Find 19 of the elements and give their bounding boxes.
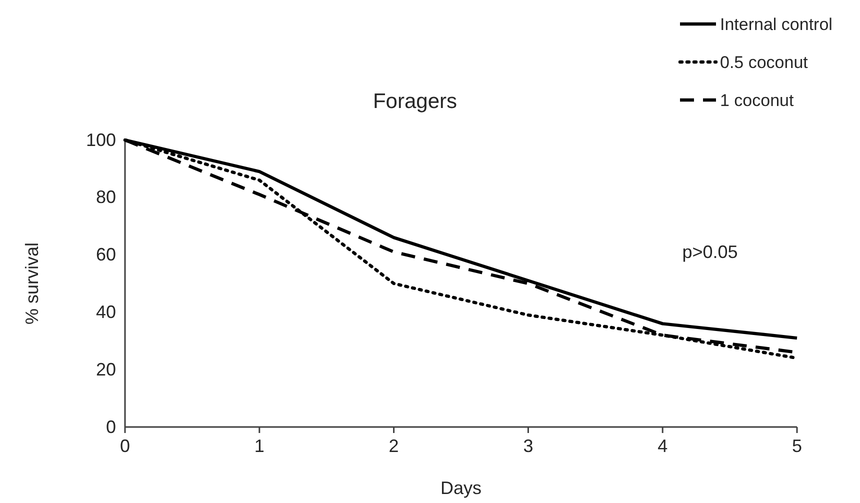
y-tick-label: 20	[96, 359, 116, 380]
chart-title: Foragers	[372, 90, 458, 113]
y-tick-label: 0	[106, 416, 116, 437]
y-tick-label: 80	[96, 187, 116, 208]
x-axis-title: Days	[440, 478, 482, 498]
x-tick-label: 1	[254, 436, 264, 456]
annotation: p>0.05	[682, 242, 738, 262]
legend-label: 1 coconut	[720, 90, 794, 110]
y-tick-label: 100	[86, 130, 116, 150]
legend-label: Internal control	[720, 14, 832, 34]
y-axis-title: % survival	[22, 242, 42, 325]
x-tick-label: 2	[388, 436, 399, 456]
x-tick-label: 3	[523, 436, 534, 456]
legend-label: 0.5 coconut	[720, 52, 808, 72]
x-tick-label: 5	[792, 436, 802, 456]
x-tick-label: 0	[120, 436, 130, 456]
x-tick-label: 4	[658, 436, 668, 456]
y-tick-label: 60	[96, 244, 116, 265]
y-tick-label: 40	[96, 302, 116, 322]
